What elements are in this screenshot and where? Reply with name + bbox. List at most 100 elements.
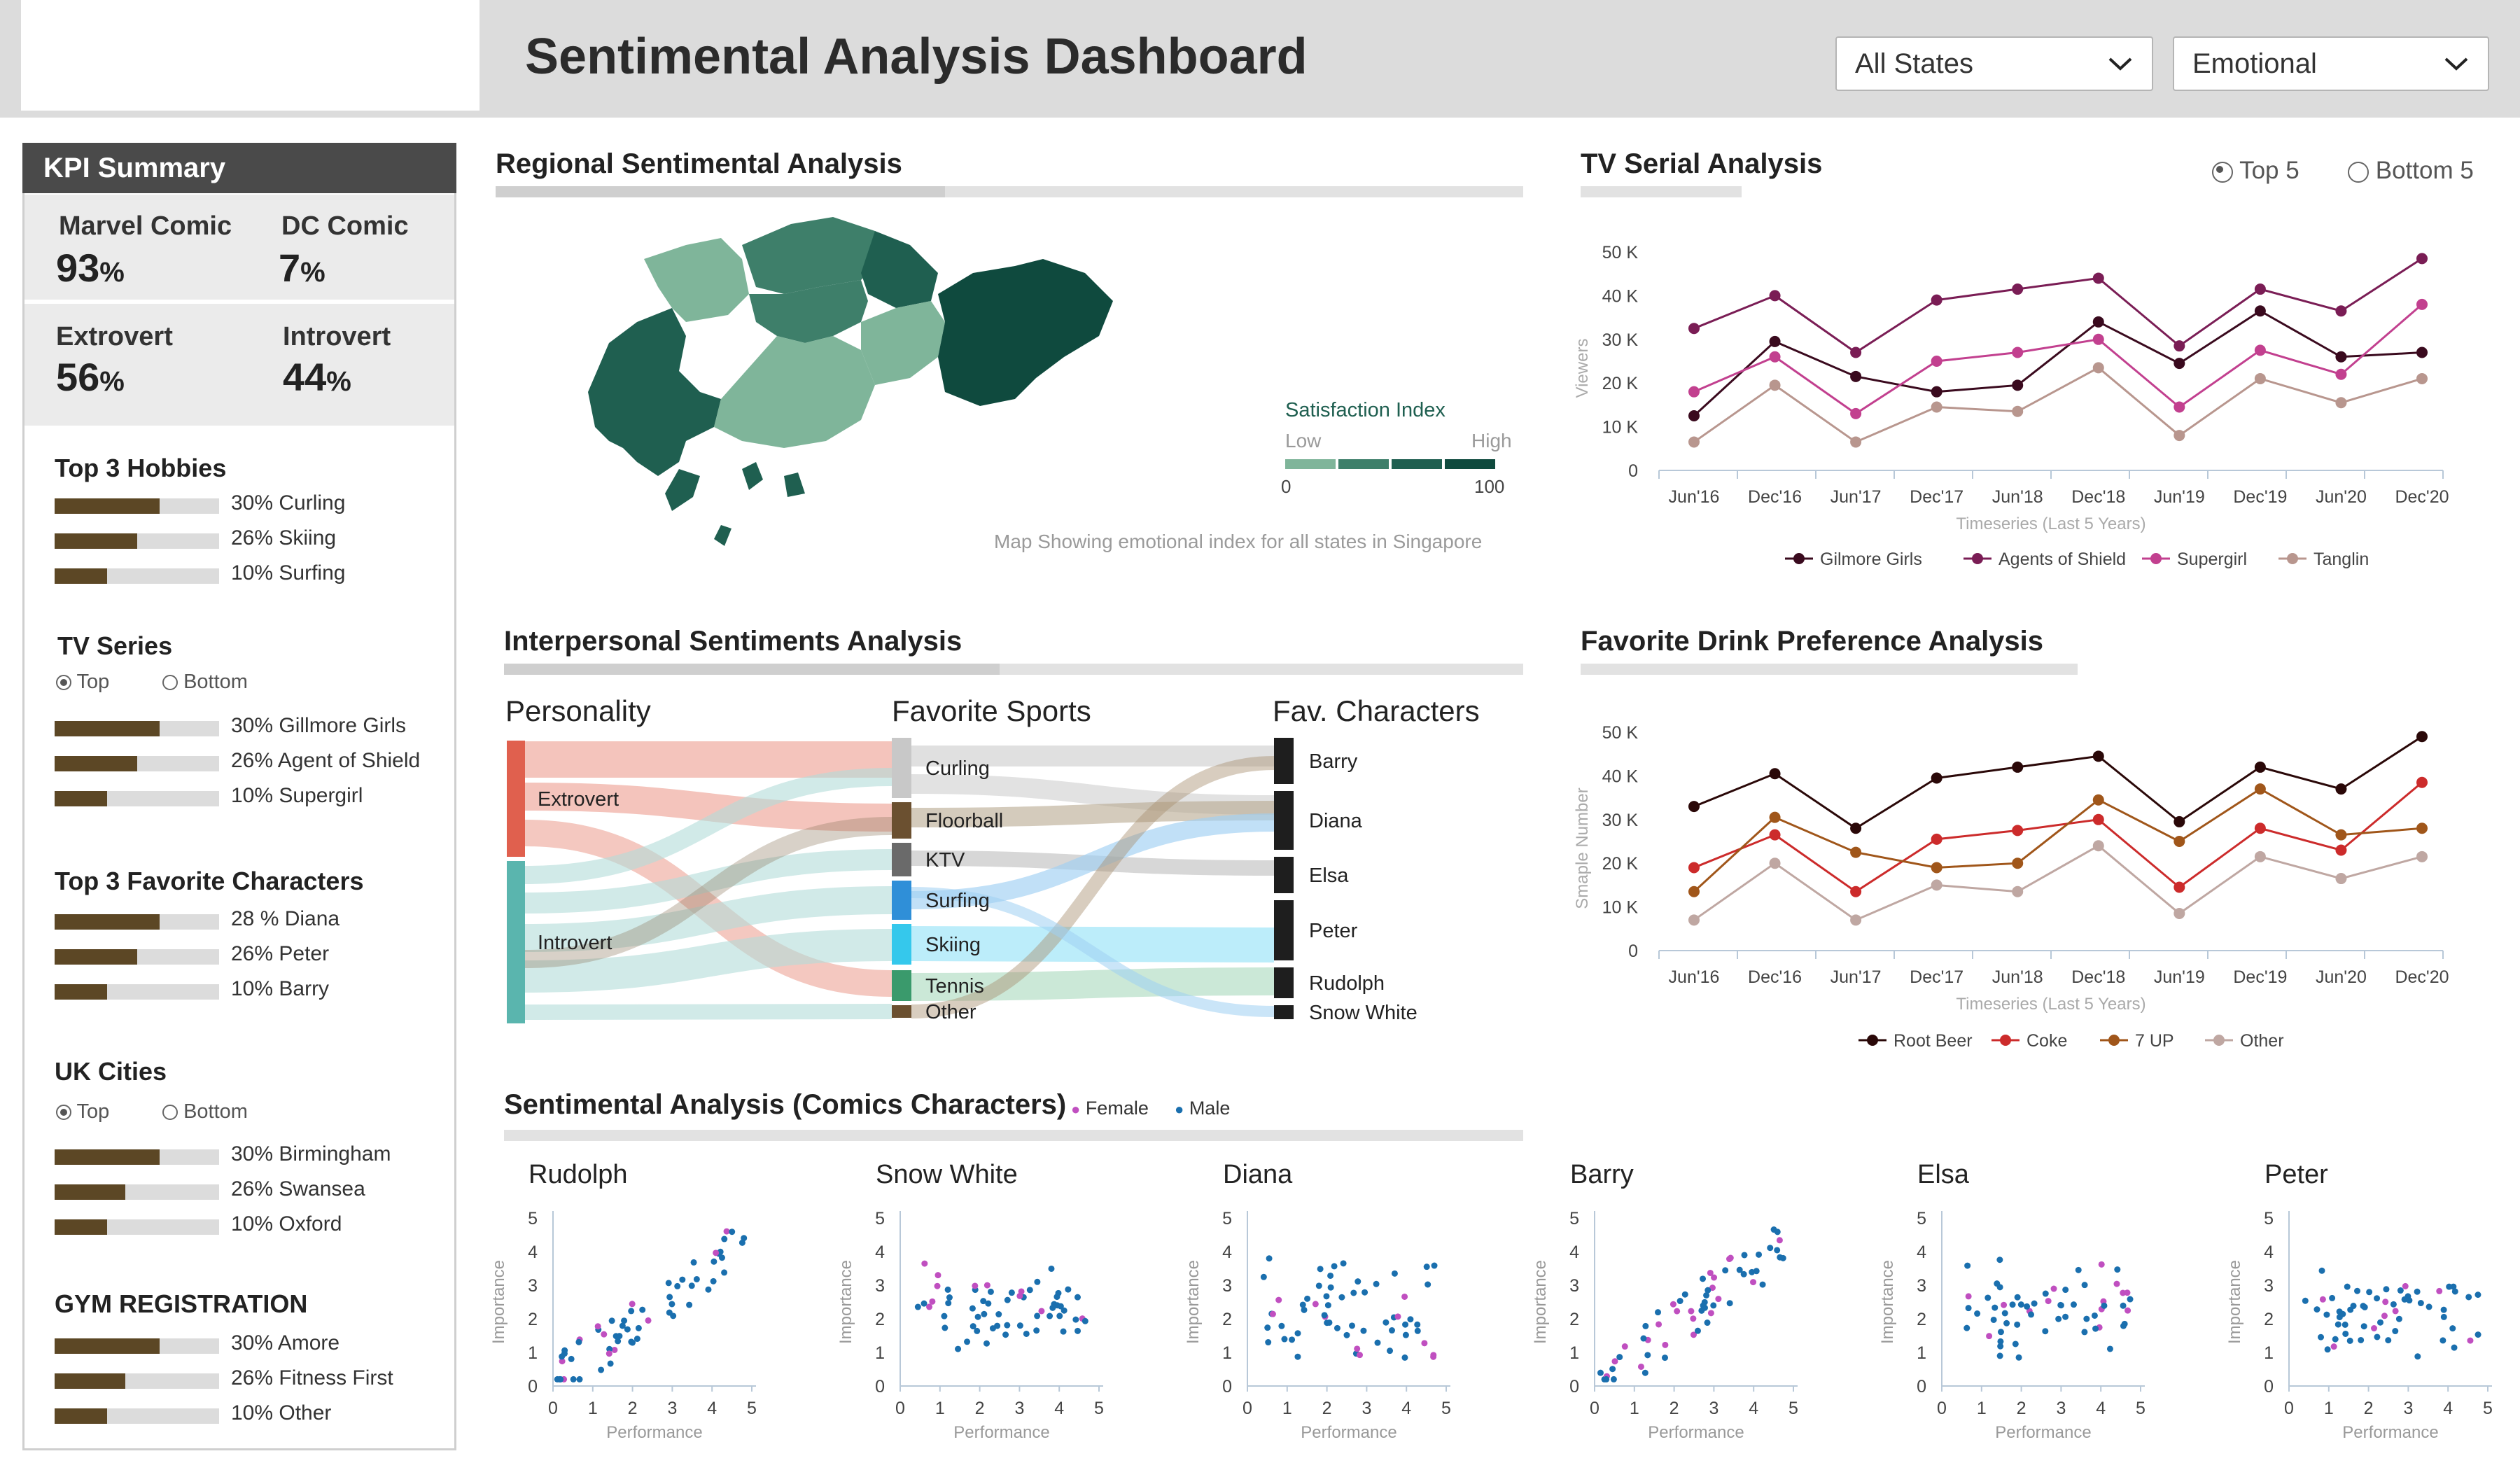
data-point [1769, 335, 1781, 347]
tv-serial-chart[interactable]: 0 10 K 20 K 30 K 40 K 50 K Jun'16 Dec'16 Jun'17 D… [1568, 224, 2506, 574]
female-point [2382, 1298, 2389, 1306]
cities-top-radio[interactable]: Top [56, 1100, 109, 1124]
male-point [619, 1322, 626, 1329]
state-select[interactable]: All States [1835, 36, 2153, 91]
bar-row: 30% Curling [55, 491, 447, 519]
marvel-label: Marvel Comic [59, 211, 232, 241]
male-point [1741, 1252, 1748, 1259]
y-tick-label: 3 [1222, 1276, 1232, 1296]
legend-label: Other [2240, 1031, 2284, 1051]
x-tick-label: 2 [628, 1399, 638, 1418]
male-point [2024, 1303, 2031, 1310]
male-point [2417, 1300, 2424, 1307]
series-line [1693, 781, 2423, 893]
male-point [624, 1326, 631, 1333]
male-point [1265, 1339, 1272, 1346]
male-point [1382, 1319, 1390, 1326]
female-point [1709, 1284, 1716, 1292]
male-point [2374, 1334, 2381, 1340]
y-tick-label: 0 [1222, 1377, 1232, 1396]
top5-radio[interactable]: Top 5 [2212, 157, 2300, 185]
map-region-west[interactable] [588, 308, 721, 476]
sankey-label-sport: Tennis [925, 975, 984, 997]
map-region-east-mid[interactable] [861, 301, 945, 385]
data-point [2174, 430, 2185, 442]
legend-marker [2000, 1035, 2011, 1046]
map-region-central[interactable] [749, 280, 868, 343]
radio-selected-icon [2212, 161, 2233, 183]
sankey-label-sport: KTV [925, 849, 965, 872]
tv-top-radio[interactable]: Top [56, 671, 109, 694]
x-tick-label: 1 [2324, 1399, 2334, 1418]
sankey-node-personality [507, 741, 525, 857]
bar-row: 30% Amore [55, 1331, 447, 1359]
map-region-northeast[interactable] [861, 231, 938, 308]
sankey-diagram[interactable]: Extrovert Introvert Curling Floorball KTV Sur… [504, 735, 1484, 1029]
scatter-panel: Diana 00 1 1 2 2 3 3 4 4 5 5 Performance Importance [1184, 1160, 1451, 1442]
male-point [989, 1325, 996, 1332]
series-line [1693, 309, 2423, 417]
x-tick-label: 5 [1788, 1399, 1798, 1418]
male-point [598, 1366, 605, 1373]
y-axis-title: Smaple Number [1573, 788, 1592, 909]
sankey-flow [911, 926, 1275, 962]
female-point [1986, 1333, 1993, 1340]
y-tick-label: 2 [1917, 1310, 1926, 1329]
bar-fill [55, 949, 137, 965]
male-point [718, 1254, 725, 1261]
male-point [2451, 1344, 2458, 1351]
data-point [1769, 829, 1781, 841]
male-point [2062, 1287, 2069, 1294]
x-tick-label: 5 [747, 1399, 757, 1418]
sankey-node-character [1274, 857, 1294, 893]
legend-marker [1972, 553, 1983, 564]
male-point [914, 1303, 921, 1310]
male-point [1026, 1287, 1033, 1294]
male-point [1004, 1296, 1011, 1303]
male-point [1644, 1352, 1651, 1359]
x-axis-title: Performance [1648, 1423, 1744, 1442]
x-axis-title: Timeseries (Last 5 Years) [1956, 995, 2146, 1014]
sankey-flow [524, 1004, 892, 1020]
x-tick-label: 3 [1709, 1399, 1718, 1418]
male-point [2390, 1301, 2397, 1308]
male-point [1074, 1327, 1082, 1334]
data-point [2416, 731, 2428, 743]
chevron-down-icon [2444, 57, 2468, 71]
drink-preference-chart[interactable]: 0 10 K 20 K 30 K 40 K 50 K Jun'16 Dec'16 Jun'17 D… [1568, 707, 2506, 1064]
x-tick-label: 4 [707, 1399, 717, 1418]
female-point [1674, 1308, 1681, 1315]
bottom5-radio[interactable]: Bottom 5 [2348, 157, 2474, 185]
male-point [2358, 1336, 2365, 1343]
map-region-south[interactable] [714, 336, 875, 448]
male-point [710, 1278, 717, 1284]
female-point [2124, 1289, 2131, 1296]
female-point [1711, 1274, 1718, 1281]
cities-bottom-radio[interactable]: Bottom [162, 1100, 248, 1124]
male-point [1338, 1294, 1345, 1301]
tv-bottom-radio[interactable]: Bottom [162, 671, 248, 694]
male-point [1676, 1298, 1684, 1305]
female-point [713, 1250, 720, 1256]
data-point [2254, 822, 2266, 834]
male-point [635, 1324, 642, 1331]
x-tick-label: Dec'18 [2071, 967, 2125, 987]
singapore-map[interactable] [581, 217, 1120, 567]
mode-select[interactable]: Emotional [2173, 36, 2489, 91]
map-region-east[interactable] [938, 259, 1113, 406]
male-point [985, 1300, 992, 1307]
male-point [1597, 1369, 1604, 1376]
male-point [1373, 1280, 1380, 1287]
map-region-north[interactable] [742, 217, 882, 294]
comics-scatter-panels[interactable]: Rudolph001122334455PerformanceImportance… [476, 1148, 2506, 1456]
female-point [1430, 1353, 1437, 1360]
male-point [1387, 1348, 1394, 1354]
series-line [1693, 258, 2423, 354]
bar-row: 10% Surfing [55, 561, 447, 589]
y-tick-label: 0 [1628, 941, 1638, 961]
scatter-panel-title: Barry [1570, 1160, 1634, 1189]
map-region-northwest[interactable] [644, 238, 749, 322]
map-region-islands[interactable] [665, 462, 805, 546]
male-point [1996, 1352, 2003, 1359]
x-axis-title: Performance [953, 1423, 1049, 1442]
